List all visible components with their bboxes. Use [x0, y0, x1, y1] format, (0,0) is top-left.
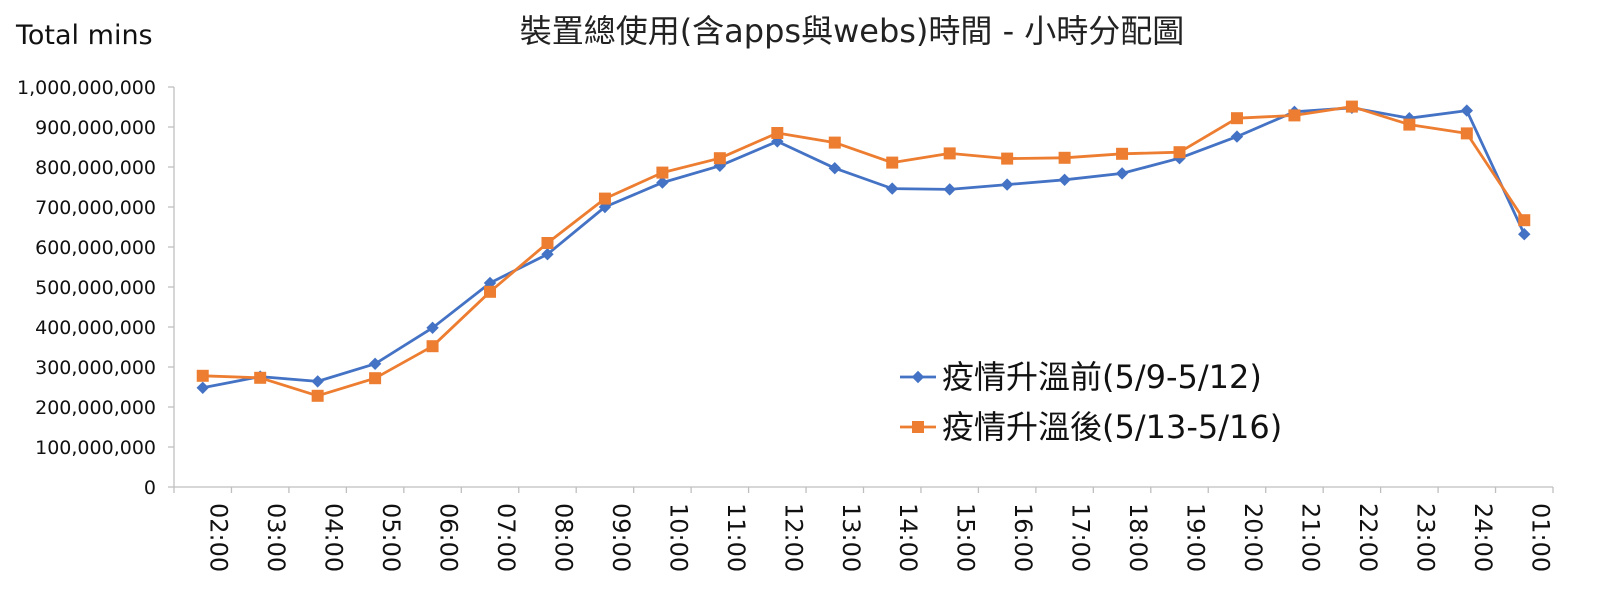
x-tick-label: 15:00: [952, 503, 980, 572]
x-tick-label: 14:00: [894, 503, 922, 572]
legend-item: 疫情升溫前(5/9-5/12): [900, 358, 1262, 396]
data-point: [886, 156, 899, 169]
data-point: [1345, 100, 1358, 113]
x-tick-label: 06:00: [435, 503, 463, 572]
data-point: [541, 237, 554, 249]
x-tick-label: 07:00: [492, 503, 520, 572]
x-tick-label: 01:00: [1526, 503, 1554, 572]
data-point: [943, 147, 956, 160]
y-tick-label: 900,000,000: [35, 117, 156, 139]
series-1: [196, 101, 1531, 395]
legend-label: 疫情升溫後(5/13-5/16): [942, 408, 1282, 446]
data-point: [1518, 214, 1531, 227]
series-line: [202, 106, 1526, 390]
y-tick-label: 600,000,000: [35, 237, 156, 259]
series-2: [196, 100, 1531, 402]
series-line: [202, 105, 1526, 398]
chart-title: 裝置總使用(含apps與webs)時間 - 小時分配圖: [520, 12, 1185, 50]
legend: 疫情升溫前(5/9-5/12) 疫情升溫後(5/13-5/16): [900, 358, 1282, 446]
y-tick-label: 800,000,000: [35, 157, 156, 179]
data-point: [1000, 178, 1014, 191]
data-point: [196, 369, 209, 382]
y-tick-label: 700,000,000: [35, 197, 156, 219]
data-point: [911, 370, 925, 384]
x-tick-label: 18:00: [1124, 503, 1152, 572]
data-point: [426, 340, 439, 353]
data-point: [1460, 104, 1474, 117]
y-tick-label: 0: [144, 477, 156, 499]
series-layer: [196, 100, 1531, 402]
y-tick-label: 400,000,000: [35, 317, 156, 339]
y-tick-label: 1,000,000,000: [17, 77, 156, 99]
x-tick-label: 10:00: [664, 503, 692, 572]
data-point: [541, 247, 554, 261]
data-point: [1460, 127, 1473, 140]
data-point: [311, 375, 324, 388]
data-point: [368, 357, 382, 371]
legend-item: 疫情升溫後(5/13-5/16): [900, 408, 1282, 446]
x-tick-label: 24:00: [1469, 503, 1497, 572]
x-tick-label: 21:00: [1296, 503, 1324, 572]
x-tick-label: 13:00: [837, 503, 865, 572]
x-tick-label: 02:00: [205, 503, 233, 572]
x-tick-label: 05:00: [377, 503, 405, 572]
data-point: [912, 421, 924, 433]
x-tick-label: 04:00: [320, 503, 348, 572]
x-tick-label: 11:00: [722, 503, 750, 572]
data-point: [1058, 173, 1071, 187]
x-tick-label: 16:00: [1009, 503, 1037, 572]
y-axis-label: Total mins: [15, 20, 153, 51]
y-tick-label: 300,000,000: [35, 357, 156, 379]
x-axis-ticks: 02:00 03:00 04:00 05:00 06:00 07:00 08:00 09:00…: [173, 487, 1554, 572]
data-point: [713, 152, 726, 165]
data-point: [1230, 112, 1243, 125]
data-point: [1173, 146, 1186, 159]
data-point: [196, 381, 209, 395]
legend-label: 疫情升溫前(5/9-5/12): [942, 358, 1262, 396]
axes: [173, 87, 1553, 488]
x-tick-label: 09:00: [607, 503, 635, 572]
data-point: [1058, 151, 1071, 164]
x-tick-label: 23:00: [1411, 503, 1439, 572]
data-point: [254, 371, 267, 384]
y-axis-ticks: 0 100,000,000 200,000,000 300,000,000 400,00…: [17, 77, 174, 499]
x-tick-label: 20:00: [1239, 503, 1267, 572]
data-point: [426, 321, 439, 335]
x-tick-label: 17:00: [1067, 503, 1095, 572]
x-tick-label: 19:00: [1182, 503, 1210, 572]
data-point: [484, 285, 497, 298]
y-tick-label: 500,000,000: [35, 277, 156, 299]
data-point: [1116, 147, 1129, 160]
data-point: [886, 182, 899, 195]
x-tick-label: 22:00: [1354, 503, 1382, 572]
data-point: [828, 136, 841, 149]
data-point: [1288, 109, 1301, 122]
data-point: [656, 176, 669, 189]
x-tick-label: 03:00: [262, 503, 290, 572]
data-point: [1230, 130, 1244, 143]
data-point: [1115, 167, 1129, 180]
data-point: [1001, 152, 1014, 165]
data-point: [656, 166, 669, 179]
data-point: [943, 183, 956, 196]
y-tick-label: 100,000,000: [35, 437, 156, 459]
data-point: [311, 389, 324, 402]
data-point: [1518, 227, 1531, 241]
data-point: [1403, 118, 1416, 131]
y-tick-label: 200,000,000: [35, 397, 156, 419]
data-point: [598, 192, 611, 205]
x-tick-label: 12:00: [779, 503, 807, 572]
data-point: [369, 372, 382, 385]
data-point: [828, 161, 841, 175]
data-point: [771, 127, 784, 139]
x-tick-label: 08:00: [549, 503, 577, 572]
